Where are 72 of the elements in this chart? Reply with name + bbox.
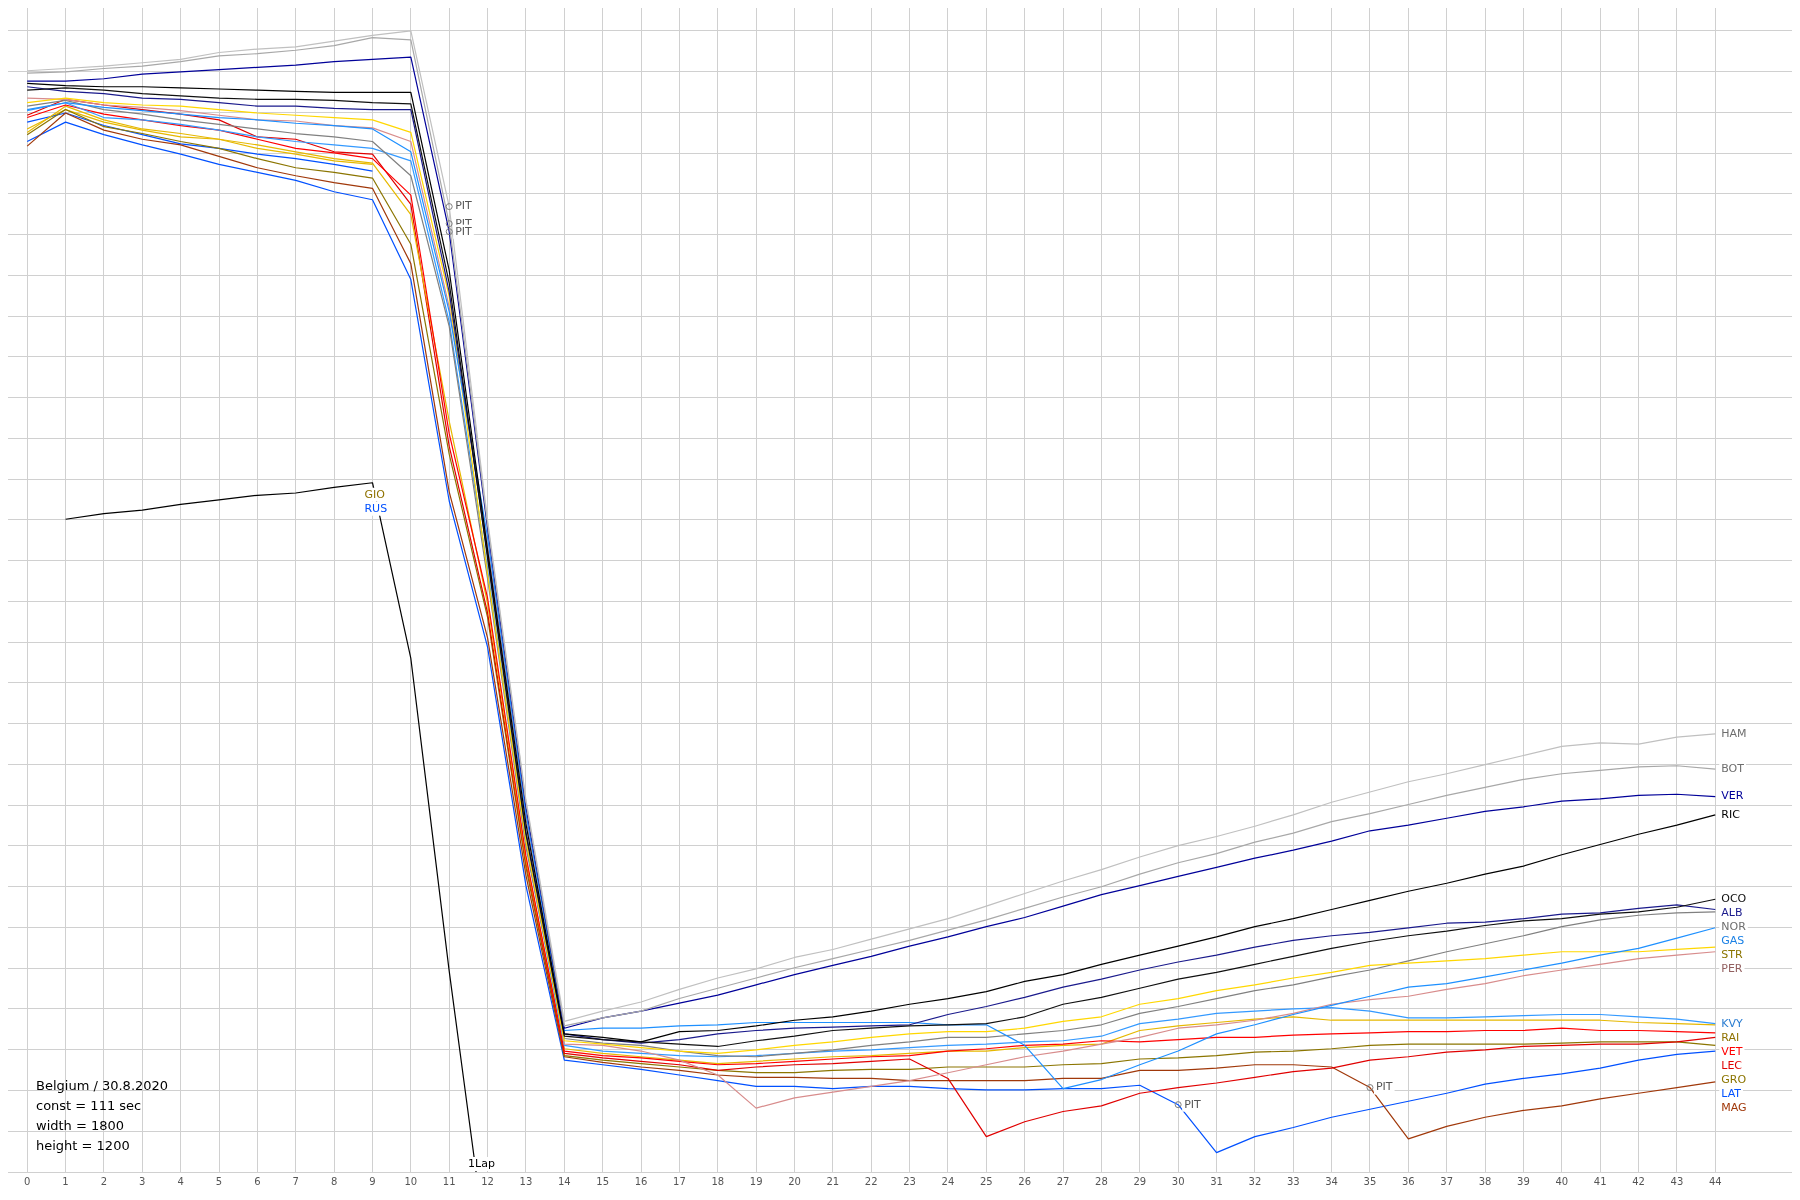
series-label: OCO (1721, 892, 1747, 906)
x-tick-label: 15 (596, 1175, 610, 1187)
series-label: NOR (1721, 920, 1747, 934)
x-tick-label: 41 (1593, 1175, 1607, 1187)
x-tick-label: 30 (1171, 1175, 1185, 1187)
series-label: STR (1721, 948, 1743, 962)
text: GRO (1721, 1072, 1747, 1086)
series-label: PER (1721, 962, 1743, 976)
x-tick-label: 7 (292, 1175, 299, 1187)
x-tick-label: 24 (941, 1175, 955, 1187)
annotation: PIT (1184, 1097, 1202, 1111)
x-tick-label: 1 (62, 1175, 69, 1187)
x-tick-label: 6 (254, 1175, 261, 1187)
x-tick-label: 11 (442, 1175, 456, 1187)
series-label: MAG (1721, 1100, 1747, 1114)
x-tick-label: 44 (1708, 1175, 1722, 1187)
x-tick-label: 42 (1632, 1175, 1645, 1187)
x-tick-label: 28 (1095, 1175, 1108, 1187)
x-tick-label: 32 (1248, 1175, 1262, 1187)
annotation: PIT (455, 199, 473, 213)
series-label: ALB (1721, 906, 1743, 920)
x-tick-label: 37 (1440, 1175, 1454, 1187)
x-tick-label: 3 (139, 1175, 146, 1187)
series-label: KVY (1721, 1016, 1744, 1030)
x-tick-label: 26 (1018, 1175, 1032, 1187)
x-tick-label: 23 (903, 1175, 916, 1187)
text: LEC (1721, 1058, 1743, 1072)
series-label: BOT (1721, 762, 1745, 776)
x-tick-label: 17 (673, 1175, 686, 1187)
x-tick-label: 31 (1210, 1175, 1223, 1187)
x-tick-label: 27 (1056, 1175, 1070, 1187)
x-tick-label: 2 (100, 1175, 108, 1187)
x-tick-label: 20 (788, 1175, 801, 1187)
x-tick-label: 39 (1517, 1175, 1530, 1187)
annotation: PIT (1375, 1080, 1393, 1094)
x-tick-label: 43 (1670, 1175, 1684, 1187)
x-tick-label: 19 (749, 1175, 763, 1187)
x-tick-label: 16 (634, 1175, 648, 1187)
x-tick-label: 4 (177, 1175, 184, 1187)
annotation: Belgium / 30.8.2020 (36, 1077, 169, 1095)
x-tick-label: 36 (1401, 1175, 1415, 1187)
x-tick-label: 18 (711, 1175, 725, 1187)
series-label: GAS (1721, 934, 1745, 948)
annotation: const = 111 sec (36, 1097, 143, 1115)
x-tick-label: 14 (557, 1175, 571, 1187)
x-tick-label: 8 (330, 1175, 338, 1187)
annotation: height = 1200 (36, 1137, 131, 1155)
text: RUS (364, 501, 388, 515)
annotation: width = 1800 (36, 1117, 126, 1135)
x-tick-label: 25 (979, 1175, 993, 1187)
text: LAT (1721, 1086, 1742, 1100)
series-label: RIC (1721, 807, 1741, 821)
text: GIO (364, 487, 386, 501)
x-tick-label: 35 (1363, 1175, 1377, 1187)
series-label: HAM (1721, 726, 1747, 740)
x-tick-label: 12 (481, 1175, 494, 1187)
x-tick-label: 40 (1555, 1175, 1569, 1187)
x-tick-label: 0 (24, 1175, 31, 1187)
x-tick-label: 33 (1286, 1175, 1300, 1187)
series-label: VET (1721, 1044, 1743, 1058)
series-label: VER (1721, 789, 1744, 803)
series-label: 1Lap (468, 1156, 495, 1170)
x-tick-label: 21 (826, 1175, 840, 1187)
x-tick-label: 34 (1325, 1175, 1338, 1187)
x-tick-label: 9 (369, 1175, 376, 1187)
x-tick-label: 13 (519, 1175, 533, 1187)
x-tick-label: 38 (1478, 1175, 1492, 1187)
x-tick-label: 29 (1133, 1175, 1147, 1187)
x-tick-label: 10 (404, 1175, 418, 1187)
series-label: RAI (1721, 1030, 1740, 1044)
x-tick-label: 22 (864, 1175, 878, 1187)
x-tick-label: 5 (215, 1175, 223, 1187)
